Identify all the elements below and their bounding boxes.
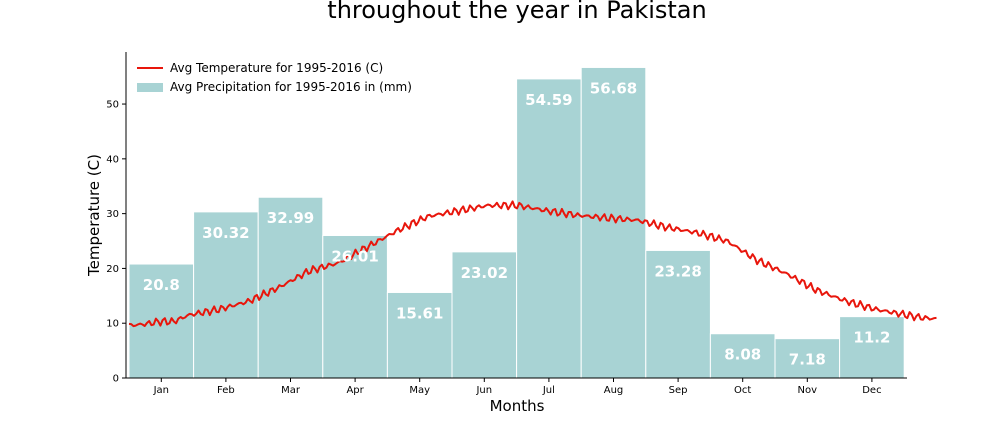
x-tick-label: Dec [862, 385, 881, 396]
chart-title: throughout the year in Pakistan [327, 0, 706, 24]
x-tick-label: Jun [475, 385, 492, 396]
y-tick-label: 10 [106, 319, 119, 330]
x-tick-label: Apr [346, 385, 364, 396]
legend-label-precipitation: Avg Precipitation for 1995-2016 in (mm) [170, 80, 412, 94]
y-axis-label: Temperature (C) [85, 154, 103, 277]
x-tick-label: Feb [217, 385, 235, 396]
bar [839, 316, 905, 379]
bar-value-label: 26.01 [331, 247, 378, 265]
x-tick-label: Nov [798, 385, 818, 396]
temperature-line-group [128, 200, 937, 328]
temperature-line [128, 200, 937, 328]
bar-value-label: 23.02 [461, 264, 508, 282]
bar [709, 333, 776, 379]
legend-swatch-precipitation [137, 83, 163, 92]
bar-value-label: 56.68 [590, 79, 637, 97]
bar-labels-group: 20.8 30.32 32.99 26.01 15.61 23.02 54.59 56.68 2… [143, 79, 891, 368]
bar-value-label: 8.08 [724, 346, 761, 364]
legend: Avg Temperature for 1995-2016 (C) Avg Pr… [137, 61, 412, 94]
bar-value-label: 54.59 [525, 91, 572, 109]
legend-label-temperature: Avg Temperature for 1995-2016 (C) [170, 61, 383, 75]
x-tick-label: Mar [281, 385, 301, 396]
x-tick-label: Aug [604, 385, 624, 396]
x-ticks-group: Jan Feb Mar Apr May Jun Jul Aug Sep Oct Nov Dec [153, 378, 882, 396]
bar-value-label: 23.28 [654, 262, 701, 280]
bar-value-label: 32.99 [267, 209, 314, 227]
bar-value-label: 7.18 [789, 351, 826, 369]
x-tick-label: Jan [153, 385, 169, 396]
y-tick-label: 20 [106, 264, 119, 275]
bar-value-label: 15.61 [396, 304, 443, 322]
bar [451, 251, 518, 379]
bar-value-label: 30.32 [202, 224, 249, 242]
y-tick-label: 50 [106, 100, 119, 111]
x-tick-label: Sep [669, 385, 688, 396]
y-tick-label: 0 [113, 374, 119, 385]
x-tick-label: Oct [734, 385, 751, 396]
bar [386, 291, 453, 379]
bars-group [128, 66, 905, 379]
bar [516, 78, 582, 379]
bar-value-label: 20.8 [143, 276, 180, 294]
bar [322, 234, 388, 379]
bar [580, 66, 647, 379]
x-axis-label: Months [490, 397, 545, 415]
bar-value-label: 11.2 [853, 329, 890, 347]
y-tick-label: 40 [106, 154, 119, 165]
x-tick-label: Jul [542, 385, 555, 396]
y-ticks-group: 0 10 20 30 40 50 [106, 100, 126, 385]
bar [257, 196, 324, 379]
x-tick-label: May [409, 385, 430, 396]
bar [193, 211, 259, 379]
y-tick-label: 30 [106, 209, 119, 220]
